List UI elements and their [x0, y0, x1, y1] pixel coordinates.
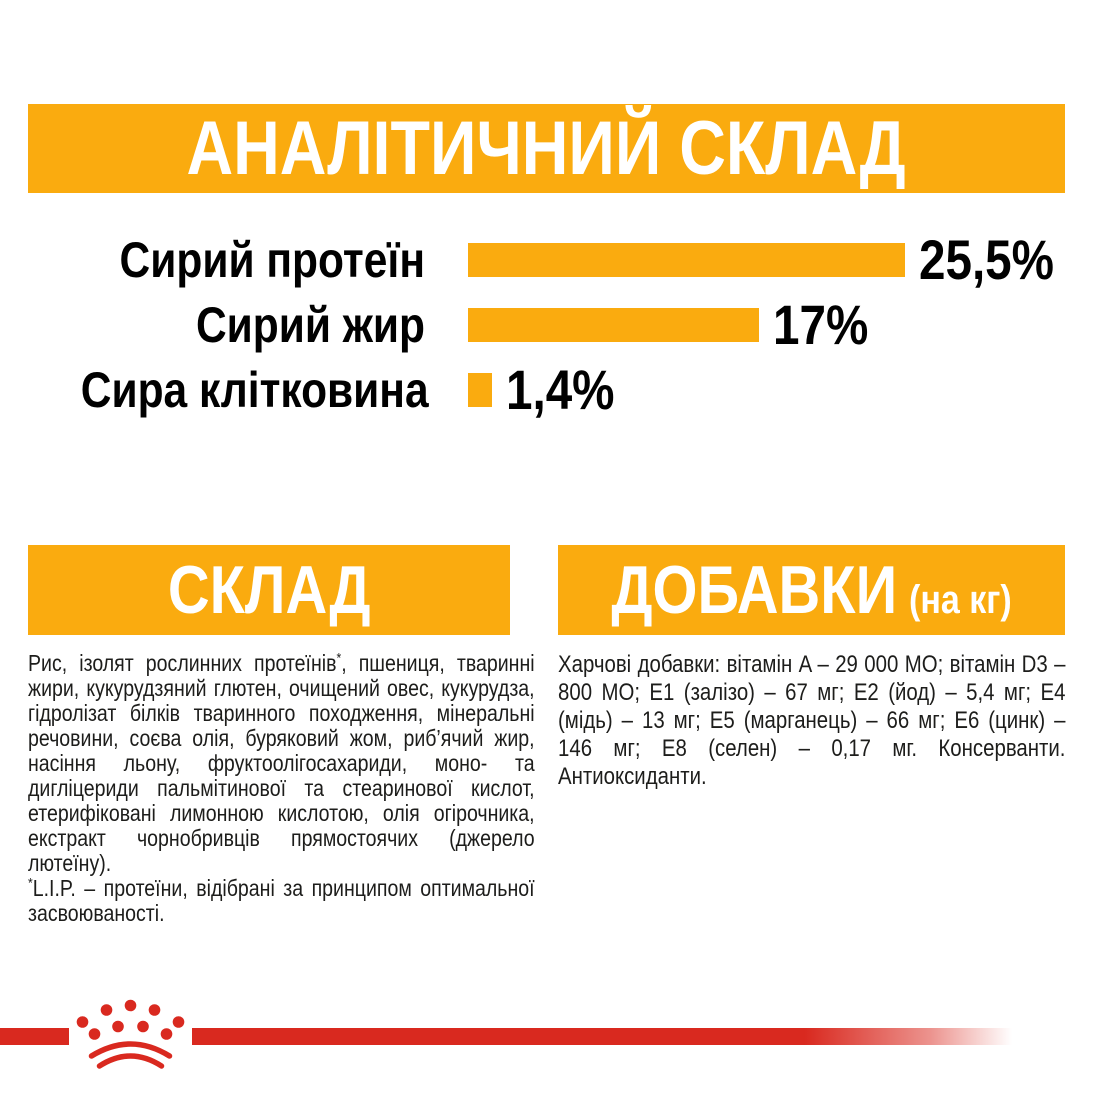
- additives-heading-group: ДОБАВКИ (на кг): [611, 551, 1011, 629]
- lip-asterisk: *: [336, 650, 342, 667]
- bar-2: [468, 308, 759, 342]
- additives-heading-suffix: (на кг): [908, 578, 1012, 622]
- composition-banner: СКЛАД: [28, 545, 510, 635]
- bar-label-2: Сирий жир: [195, 297, 425, 353]
- additives-banner: ДОБАВКИ (на кг): [558, 545, 1065, 635]
- additives-text-column: Харчові добавки: вітамін A – 29 000 МО; …: [558, 651, 1065, 791]
- bar-value-3: 1,4%: [506, 358, 615, 421]
- footnote-asterisk: *: [28, 875, 33, 892]
- analytical-composition-banner: АНАЛІТИЧНИЙ СКЛАД: [28, 104, 1065, 193]
- composition-heading: СКЛАД: [167, 552, 371, 628]
- composition-text-rest: , пшениця, тваринні жири, кукурудзяний г…: [28, 650, 535, 876]
- composition-text-column: Рис, ізолят рослинних протеїнів*, пшениц…: [28, 651, 535, 926]
- additives-heading: ДОБАВКИ: [611, 552, 898, 628]
- lip-footnote: *L.I.P. – протеїни, відібрані за принцип…: [28, 876, 535, 926]
- footnote-text: L.I.P. – протеїни, відібрані за принципо…: [28, 875, 535, 926]
- royal-canin-crown-icon: [76, 999, 185, 1069]
- brand-line-left: [0, 1028, 69, 1045]
- additives-paragraph: Харчові добавки: вітамін A – 29 000 МО; …: [558, 651, 1066, 790]
- bar-3: [468, 373, 492, 407]
- bar-1: [468, 243, 905, 277]
- composition-paragraph: Рис, ізолят рослинних протеїнів*, пшениц…: [28, 651, 535, 876]
- bar-value-1: 25,5%: [919, 228, 1054, 291]
- analytical-composition-title: АНАЛІТИЧНИЙ СКЛАД: [186, 106, 907, 191]
- composition-text-start: Рис, ізолят рослинних протеїнів: [28, 650, 337, 676]
- brand-line-right: [192, 1028, 1093, 1045]
- bar-label-1: Сирий протеїн: [119, 232, 426, 288]
- bar-value-2: 17%: [773, 293, 869, 356]
- bar-label-3: Сира клітковина: [80, 362, 429, 418]
